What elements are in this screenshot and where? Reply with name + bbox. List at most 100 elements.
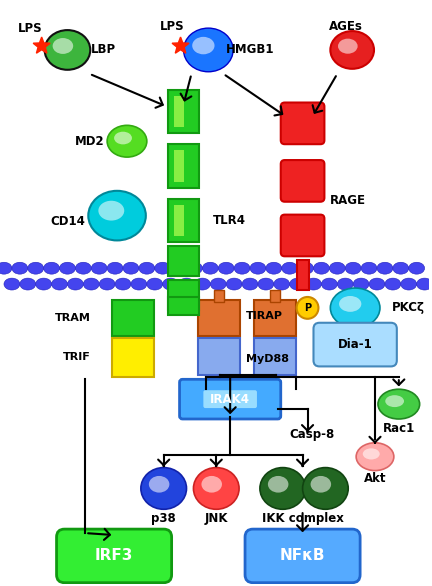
FancyBboxPatch shape [281, 160, 324, 202]
Bar [168, 280, 200, 310]
Ellipse shape [139, 263, 155, 274]
Ellipse shape [330, 31, 374, 69]
Ellipse shape [194, 278, 210, 290]
Bar [254, 338, 295, 376]
Text: p38: p38 [151, 512, 176, 524]
Ellipse shape [330, 288, 380, 328]
Ellipse shape [409, 263, 425, 274]
Ellipse shape [339, 296, 361, 312]
Bar [198, 338, 240, 376]
Polygon shape [172, 37, 189, 53]
Ellipse shape [76, 263, 91, 274]
Ellipse shape [187, 263, 202, 274]
Bar [174, 205, 184, 237]
Ellipse shape [329, 263, 345, 274]
Ellipse shape [184, 28, 233, 71]
Bar [174, 96, 184, 127]
Ellipse shape [44, 30, 90, 70]
Ellipse shape [385, 395, 404, 407]
Ellipse shape [149, 476, 169, 493]
Ellipse shape [20, 278, 36, 290]
Bar [112, 300, 154, 336]
Ellipse shape [178, 278, 194, 290]
Ellipse shape [155, 263, 171, 274]
Ellipse shape [242, 278, 258, 290]
FancyBboxPatch shape [180, 379, 281, 419]
Bar [297, 260, 308, 290]
Ellipse shape [274, 278, 290, 290]
Text: LPS: LPS [17, 22, 42, 35]
Text: RAGE: RAGE [330, 194, 366, 207]
Text: TLR4: TLR4 [213, 214, 246, 227]
Text: P: P [304, 303, 311, 313]
Text: MD2: MD2 [74, 135, 104, 148]
Ellipse shape [345, 263, 361, 274]
Ellipse shape [363, 448, 380, 459]
Ellipse shape [298, 263, 314, 274]
Ellipse shape [28, 263, 44, 274]
Ellipse shape [53, 38, 73, 54]
Text: PKCζ: PKCζ [392, 301, 425, 314]
Bar [254, 300, 295, 336]
Text: LPS: LPS [160, 20, 185, 33]
Ellipse shape [98, 201, 124, 220]
Ellipse shape [338, 39, 358, 54]
FancyBboxPatch shape [281, 103, 324, 144]
Ellipse shape [202, 263, 218, 274]
Ellipse shape [141, 468, 187, 509]
Ellipse shape [99, 278, 115, 290]
Ellipse shape [51, 278, 67, 290]
Text: IRF3: IRF3 [95, 548, 133, 563]
Ellipse shape [353, 278, 369, 290]
Text: Rac1: Rac1 [383, 423, 415, 435]
Text: LBP: LBP [91, 43, 116, 56]
Text: Casp-8: Casp-8 [290, 428, 335, 441]
Text: TRAM: TRAM [54, 313, 90, 323]
Ellipse shape [163, 278, 178, 290]
Ellipse shape [218, 263, 234, 274]
Ellipse shape [305, 278, 321, 290]
Ellipse shape [321, 278, 337, 290]
Ellipse shape [88, 191, 146, 240]
Text: TIRAP: TIRAP [246, 311, 283, 321]
Text: TRIF: TRIF [63, 353, 90, 363]
FancyBboxPatch shape [245, 529, 360, 582]
Ellipse shape [201, 476, 222, 493]
Text: Dia-1: Dia-1 [338, 338, 372, 351]
Ellipse shape [302, 468, 348, 509]
Ellipse shape [226, 278, 242, 290]
Ellipse shape [361, 263, 377, 274]
Ellipse shape [266, 263, 282, 274]
Ellipse shape [378, 389, 419, 419]
Ellipse shape [147, 278, 163, 290]
Text: Akt: Akt [364, 472, 386, 485]
Ellipse shape [314, 263, 329, 274]
Ellipse shape [194, 468, 239, 509]
Ellipse shape [123, 263, 139, 274]
Ellipse shape [234, 263, 250, 274]
Ellipse shape [107, 125, 147, 157]
FancyBboxPatch shape [57, 529, 172, 582]
Ellipse shape [91, 263, 107, 274]
Ellipse shape [393, 263, 409, 274]
Ellipse shape [44, 263, 60, 274]
Bar [168, 90, 200, 133]
Ellipse shape [83, 278, 99, 290]
Ellipse shape [131, 278, 147, 290]
FancyBboxPatch shape [314, 323, 397, 366]
Ellipse shape [377, 263, 393, 274]
Ellipse shape [0, 263, 12, 274]
Bar [198, 300, 240, 336]
FancyBboxPatch shape [203, 390, 257, 408]
Text: CD14: CD14 [50, 215, 85, 228]
Ellipse shape [258, 278, 274, 290]
Text: MyD88: MyD88 [246, 355, 289, 364]
Ellipse shape [417, 278, 432, 290]
Ellipse shape [385, 278, 401, 290]
Ellipse shape [115, 278, 131, 290]
Text: IKK complex: IKK complex [262, 512, 343, 524]
Ellipse shape [4, 278, 20, 290]
Ellipse shape [67, 278, 83, 290]
Ellipse shape [268, 476, 289, 493]
Ellipse shape [60, 263, 76, 274]
